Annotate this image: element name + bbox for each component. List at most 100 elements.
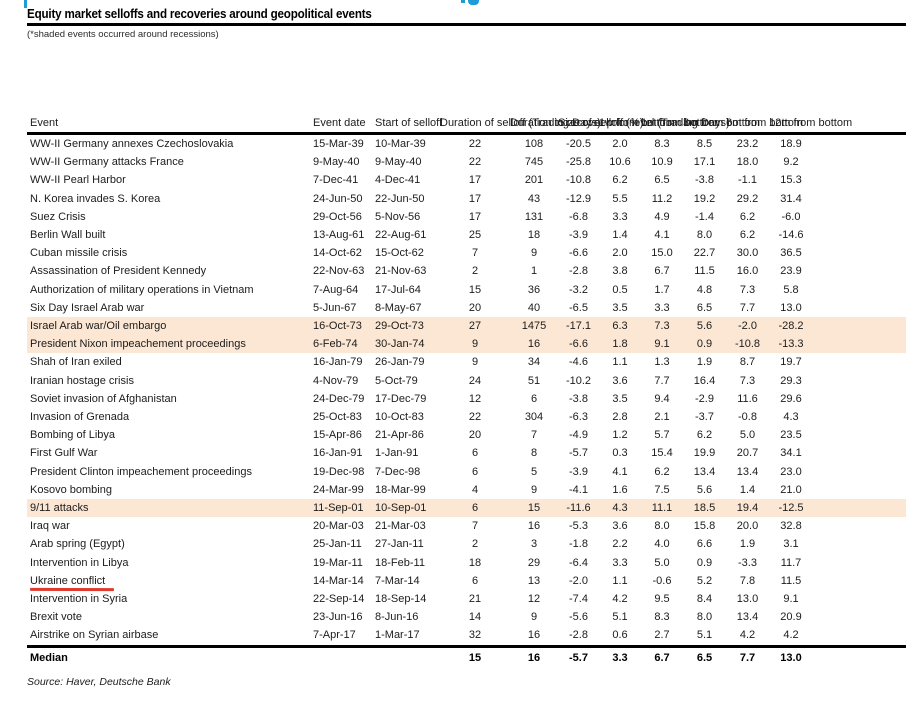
table-row: WW-II Germany attacks France 9-May-40 9-Ma… xyxy=(27,153,906,171)
cell-start_of_selloff: 15-Oct-62 xyxy=(375,247,424,260)
column-header-m1: 1m from bottom xyxy=(641,50,718,135)
cell-size_selloff: -6.8 xyxy=(569,210,588,223)
cell-m1: 8.0 xyxy=(654,520,670,533)
events-table: Event Event date Start of selloff Duration … xyxy=(27,50,906,668)
cell-m1: 15.0 xyxy=(651,247,673,260)
cell-duration_selloff: 22 xyxy=(468,411,482,424)
shading-note: (*shaded events occurred around recessio… xyxy=(27,29,219,40)
cell-start_of_selloff: 5-Oct-79 xyxy=(375,374,418,387)
cell-m12: 11.5 xyxy=(780,574,802,587)
cell-start_of_selloff: 21-Apr-86 xyxy=(375,429,424,442)
cell-m1: 6.2 xyxy=(654,465,670,478)
cell-size_selloff: -3.9 xyxy=(569,465,588,478)
header-row: Event Event date Start of selloff Duration … xyxy=(27,50,906,135)
cell-m12: 18.9 xyxy=(780,138,802,150)
cell-event: Israel Arab war/Oil embargo xyxy=(27,317,310,336)
median-m6: 7.7 xyxy=(726,644,769,668)
table-row: First Gulf War 16-Jan-91 1-Jan-91 6 8 -5.7 0.3… xyxy=(27,444,906,462)
cell-m12: -12.5 xyxy=(769,499,813,518)
cell-m1: 4.0 xyxy=(654,538,670,551)
cell-m6: 13.4 xyxy=(736,611,759,624)
cell-size_selloff: -2.0 xyxy=(569,574,588,587)
cell-start_of_selloff: 8-May-67 xyxy=(375,301,422,314)
cell-m6: 20.7 xyxy=(736,447,759,460)
row-spacer xyxy=(813,463,906,481)
cell-size_selloff: -2.8 xyxy=(569,265,588,278)
cell-m3: 5.2 xyxy=(696,574,713,587)
median-event: Median xyxy=(27,644,310,668)
cell-m3: 16.4 xyxy=(693,374,716,387)
cell-event: Arab spring (Egypt) xyxy=(30,538,125,551)
cell-duration_selloff: 6 xyxy=(440,499,510,518)
cell-start_of_selloff: 22-Aug-61 xyxy=(375,229,427,242)
cell-event: WW-II Germany attacks France xyxy=(30,156,184,169)
table-row: Soviet invasion of Afghanistan 24-Dec-79 1… xyxy=(27,390,906,408)
cell-w1: 3.3 xyxy=(612,556,628,569)
cell-event: WW-II Germany annexes Czechoslovakia xyxy=(30,138,234,150)
cell-event_date: 20-Mar-03 xyxy=(313,520,364,533)
clipped-blue-text-fragment xyxy=(461,0,465,3)
cell-duration_recover: 9 xyxy=(530,611,538,624)
cell-event_date: 16-Jan-91 xyxy=(313,447,363,460)
cell-event: President Clinton impeachement proceedin… xyxy=(30,465,252,478)
cell-duration_recover: 29 xyxy=(527,556,541,569)
cell-m12: 23.9 xyxy=(780,265,802,278)
cell-w1: 0.3 xyxy=(612,447,628,460)
table-row: Bombing of Libya 15-Apr-86 21-Apr-86 20 7 -4.… xyxy=(27,426,906,444)
cell-start_of_selloff: 4-Dec-41 xyxy=(375,174,421,187)
cell-duration_recover: 9 xyxy=(530,247,538,260)
cell-event: Intervention in Libya xyxy=(30,556,129,569)
column-header-m12: 12m from bottom xyxy=(769,50,852,135)
cell-duration_recover: 6 xyxy=(530,392,538,405)
cell-m6: 16.0 xyxy=(736,265,759,278)
cell-m12: 36.5 xyxy=(780,247,802,260)
cell-m1: 11.1 xyxy=(641,499,683,518)
cell-m3: 19.9 xyxy=(693,447,716,460)
cell-duration_selloff: 9 xyxy=(471,356,479,369)
row-spacer xyxy=(813,372,906,390)
cell-size_selloff: -12.9 xyxy=(565,192,592,205)
cell-duration_selloff: 22 xyxy=(468,138,482,150)
cell-w1: 1.1 xyxy=(612,574,628,587)
cell-duration_selloff: 27 xyxy=(440,317,510,336)
cell-start_of_selloff: 1-Jan-91 xyxy=(375,447,419,460)
cell-m1: 4.9 xyxy=(654,210,670,223)
median-m1: 6.7 xyxy=(641,644,683,668)
row-spacer xyxy=(813,408,906,426)
median-duration_recover: 16 xyxy=(510,644,558,668)
cell-size_selloff: -4.9 xyxy=(569,429,588,442)
cell-m1: 8.3 xyxy=(654,611,670,624)
cell-size_selloff: -10.2 xyxy=(565,374,592,387)
cell-w1: 4.3 xyxy=(599,499,641,518)
cell-size_selloff: -11.6 xyxy=(558,499,599,518)
cell-m3: 6.2 xyxy=(696,429,713,442)
cell-m12: 32.8 xyxy=(780,520,802,533)
cell-duration_selloff: 25 xyxy=(468,229,482,242)
cell-m1: 5.7 xyxy=(654,429,670,442)
cell-m6: 5.0 xyxy=(739,429,756,442)
cell-m12: 19.7 xyxy=(780,356,802,369)
cell-m12: -6.0 xyxy=(781,210,801,223)
cell-duration_recover: 18 xyxy=(527,229,541,242)
cell-w1: 3.5 xyxy=(612,301,628,314)
cell-size_selloff: -1.8 xyxy=(569,538,588,551)
cell-duration_recover: 43 xyxy=(527,192,541,205)
cell-start_of_selloff: 9-May-40 xyxy=(375,156,422,169)
cell-w1: 1.2 xyxy=(612,429,628,442)
cell-m12: 21.0 xyxy=(780,483,802,496)
table-row: Intervention in Syria 22-Sep-14 18-Sep-14 2… xyxy=(27,590,906,608)
cell-event_date: 24-Mar-99 xyxy=(313,483,364,496)
cell-m6: 4.2 xyxy=(739,629,756,642)
column-header-duration_recover: Duration to recover prior level (Trading… xyxy=(510,50,730,135)
cell-m6: 30.0 xyxy=(736,247,759,260)
table-row: Kosovo bombing 24-Mar-99 18-Mar-99 4 9 -4.1 1.… xyxy=(27,481,906,499)
cell-m3: 17.1 xyxy=(693,156,716,169)
cell-start_of_selloff: 10-Sep-01 xyxy=(373,499,440,518)
cell-event: Invasion of Grenada xyxy=(30,411,130,424)
cell-m6: 29.2 xyxy=(736,192,759,205)
cell-m6: -1.1 xyxy=(738,174,757,187)
cell-size_selloff: -4.1 xyxy=(569,483,588,496)
cell-size_selloff: -17.1 xyxy=(558,317,599,336)
cell-w1: 6.3 xyxy=(599,317,641,336)
table-row: Iranian hostage crisis 4-Nov-79 5-Oct-79 24… xyxy=(27,372,906,390)
